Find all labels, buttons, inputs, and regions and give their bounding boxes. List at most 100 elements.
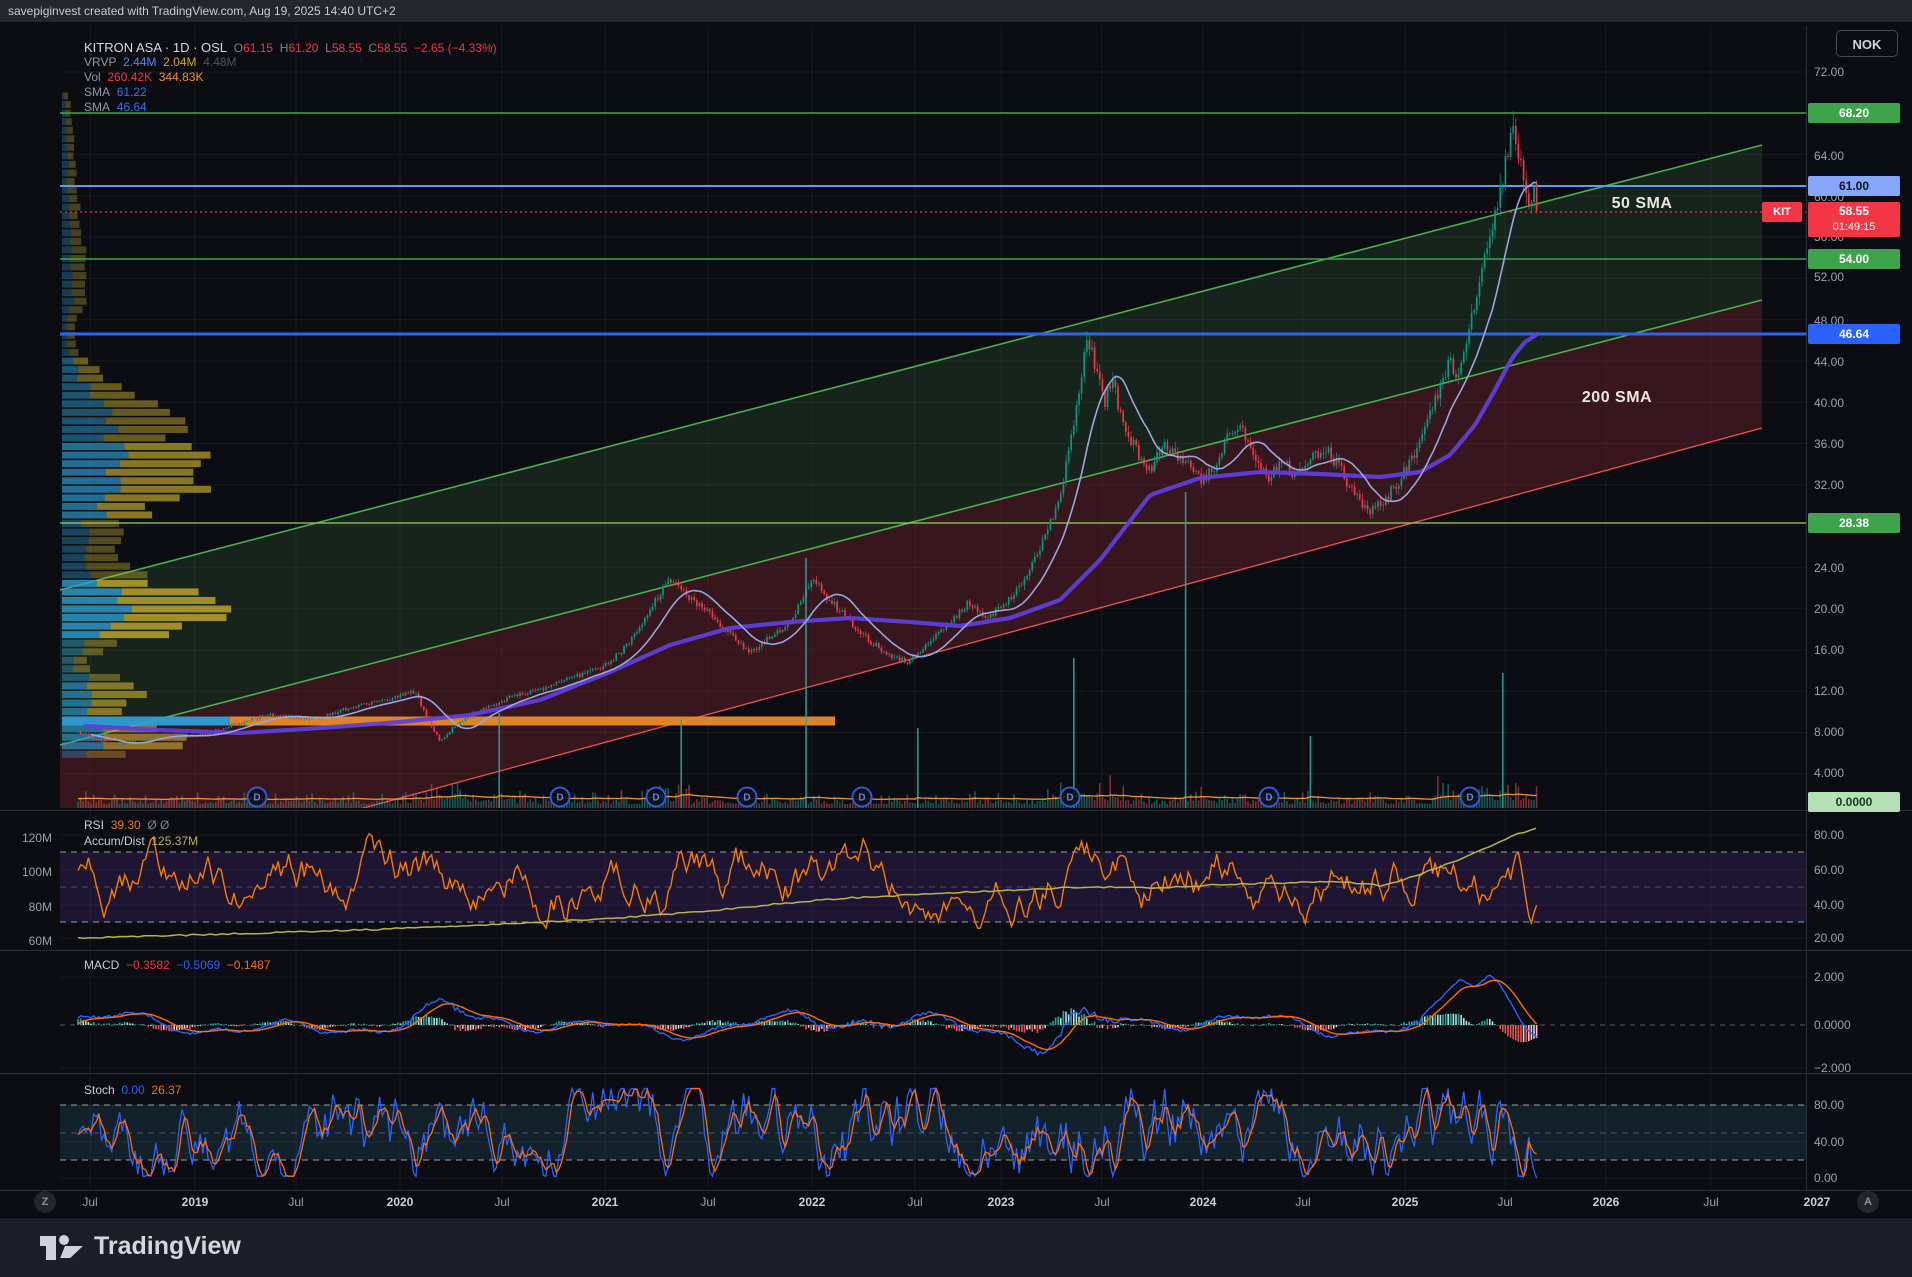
vrvp-value-2: 2.04M xyxy=(163,55,196,69)
close-label: C xyxy=(369,41,378,55)
sma50-annotation[interactable]: 50 SMA xyxy=(1612,195,1673,213)
price-tick: 52.00 xyxy=(1814,270,1844,284)
svg-text:D: D xyxy=(743,793,750,804)
sma200-legend-row[interactable]: SMA 46.64 xyxy=(84,100,497,115)
svg-text:D: D xyxy=(253,793,260,804)
svg-text:D: D xyxy=(1466,793,1473,804)
vrvp-legend-row[interactable]: VRVP 2.44M 2.04M 4.48M xyxy=(84,55,497,70)
watermark-text: savepiginvest created with TradingView.c… xyxy=(8,4,396,18)
indicator-scale-tick: 60.00 xyxy=(1814,863,1844,877)
scroll-right-button[interactable]: A xyxy=(1857,1191,1879,1213)
countdown-timer: 01:49:15 xyxy=(1808,220,1900,235)
open-label: O xyxy=(234,41,243,55)
last-price-value: 58.55 xyxy=(1808,202,1900,220)
vrvp-value-3: 4.48M xyxy=(203,55,236,69)
time-tick: Jul xyxy=(1703,1195,1718,1209)
macd-signal-value: −0.1487 xyxy=(227,958,271,972)
stoch-d-value: 26.37 xyxy=(151,1083,181,1097)
accum-dist-legend[interactable]: Accum/Dist 125.37M xyxy=(84,834,198,848)
svg-text:D: D xyxy=(1066,793,1073,804)
price-level-badge: 46.64 xyxy=(1808,324,1900,344)
close-value: 58.55 xyxy=(377,41,407,55)
price-level-badge: 54.00 xyxy=(1808,249,1900,269)
low-value: 58.55 xyxy=(332,41,362,55)
macd-legend[interactable]: MACD −0.3582 −0.5069 −0.1487 xyxy=(84,958,271,972)
vrvp-value-1: 2.44M xyxy=(123,55,156,69)
symbol-legend-row[interactable]: KITRON ASA · 1D · OSL O61.15 H61.20 L58.… xyxy=(84,40,497,55)
symbol-title[interactable]: KITRON ASA · 1D · OSL xyxy=(84,40,227,55)
time-tick: 2020 xyxy=(387,1195,414,1209)
svg-text:D: D xyxy=(1265,793,1272,804)
time-tick: Jul xyxy=(1295,1195,1310,1209)
tradingview-logo-text[interactable]: TradingView xyxy=(94,1232,241,1261)
indicator-scale-tick: 80.00 xyxy=(1814,828,1844,842)
time-tick: 2022 xyxy=(799,1195,826,1209)
volume-legend-row[interactable]: Vol 260.42K 344.83K xyxy=(84,70,497,85)
high-value: 61.20 xyxy=(288,41,318,55)
open-value: 61.15 xyxy=(243,41,273,55)
indicator-scale-tick: 40.00 xyxy=(1814,898,1844,912)
price-tick: 36.00 xyxy=(1814,437,1844,451)
accum-dist-scale-tick: 100M xyxy=(0,865,52,879)
time-tick: Jul xyxy=(1094,1195,1109,1209)
price-level-badge: 61.00 xyxy=(1808,176,1900,196)
symbol-legend: KITRON ASA · 1D · OSL O61.15 H61.20 L58.… xyxy=(84,40,497,115)
macd-line-value: −0.5069 xyxy=(176,958,220,972)
indicator-scale-tick: 0.00 xyxy=(1814,1171,1837,1185)
rsi-value: 39.30 xyxy=(111,818,141,832)
last-price-badge: 58.55 01:49:15 xyxy=(1808,202,1900,237)
time-tick: 2023 xyxy=(988,1195,1015,1209)
macd-line xyxy=(78,975,1537,1055)
macd-signal-line xyxy=(78,980,1537,1049)
svg-text:D: D xyxy=(556,793,563,804)
stoch-label: Stoch xyxy=(84,1083,115,1097)
accum-dist-value: 125.37M xyxy=(151,834,198,848)
accum-dist-scale-tick: 60M xyxy=(0,934,52,948)
chart-area[interactable]: DDDDDDDD KITRON ASA · 1D · OSL O61.15 H6… xyxy=(0,22,1912,1218)
accum-dist-scale-tick: 80M xyxy=(0,900,52,914)
time-tick: 2021 xyxy=(592,1195,619,1209)
rsi-label: RSI xyxy=(84,818,104,832)
vrvp-label: VRVP xyxy=(84,55,116,69)
indicator-scale-tick: 80.00 xyxy=(1814,1098,1844,1112)
accum-dist-label: Accum/Dist xyxy=(84,834,145,848)
price-tick: 72.00 xyxy=(1814,65,1844,79)
currency-button[interactable]: NOK xyxy=(1836,30,1898,57)
time-tick: Jul xyxy=(907,1195,922,1209)
stoch-legend[interactable]: Stoch 0.00 26.37 xyxy=(84,1083,181,1097)
price-tick: 32.00 xyxy=(1814,478,1844,492)
sma200-annotation[interactable]: 200 SMA xyxy=(1582,389,1652,407)
rsi-legend[interactable]: RSI 39.30 Ø Ø xyxy=(84,818,169,832)
scroll-left-button[interactable]: Z xyxy=(34,1191,56,1213)
price-level-badge: 68.20 xyxy=(1808,103,1900,123)
price-tick: 4.000 xyxy=(1814,766,1844,780)
indicator-scale-tick: 2.000 xyxy=(1814,970,1844,984)
price-tick: 24.00 xyxy=(1814,561,1844,575)
indicator-scale-tick: −2.000 xyxy=(1814,1061,1851,1075)
accum-dist-scale-tick: 120M xyxy=(0,831,52,845)
symbol-price-tag: KIT xyxy=(1762,202,1802,222)
time-tick: Jul xyxy=(1497,1195,1512,1209)
volume-value-2: 344.83K xyxy=(159,70,204,84)
watermark: savepiginvest created with TradingView.c… xyxy=(0,0,1912,22)
time-tick: 2019 xyxy=(182,1195,209,1209)
time-tick: Jul xyxy=(82,1195,97,1209)
time-tick: Jul xyxy=(288,1195,303,1209)
price-tick: 16.00 xyxy=(1814,643,1844,657)
price-tick: 64.00 xyxy=(1814,149,1844,163)
macd-hist-value: −0.3582 xyxy=(126,958,170,972)
time-tick: 2025 xyxy=(1392,1195,1419,1209)
indicator-scale-tick: 40.00 xyxy=(1814,1135,1844,1149)
indicator-scale-tick: 20.00 xyxy=(1814,931,1844,945)
rsi-suffix: Ø Ø xyxy=(147,818,169,832)
sma50-label: SMA xyxy=(84,85,110,99)
sma50-legend-row[interactable]: SMA 61.22 xyxy=(84,85,497,100)
indicator-scale-tick: 0.0000 xyxy=(1814,1018,1851,1032)
stoch-k-value: 0.00 xyxy=(121,1083,144,1097)
change-value: −2.65 (−4.33%) xyxy=(414,41,497,55)
price-level-badge: 0.0000 xyxy=(1808,792,1900,812)
price-tick: 8.000 xyxy=(1814,725,1844,739)
time-tick: Jul xyxy=(494,1195,509,1209)
time-tick: Jul xyxy=(700,1195,715,1209)
price-tick: 40.00 xyxy=(1814,396,1844,410)
